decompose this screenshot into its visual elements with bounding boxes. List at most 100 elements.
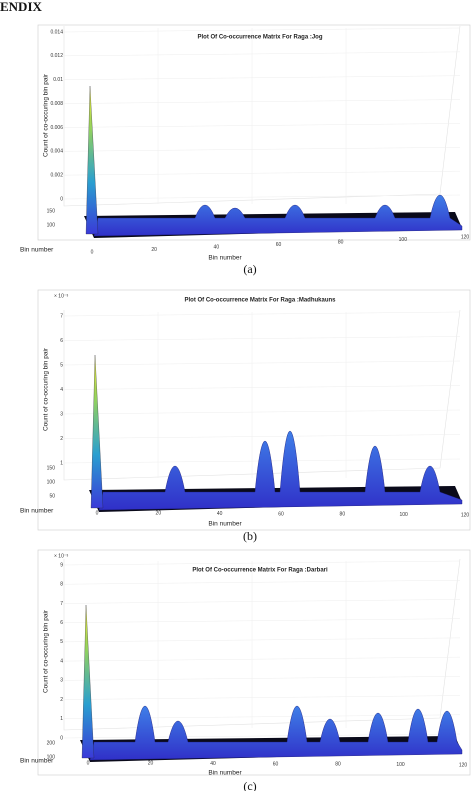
surface-spike [85,85,99,235]
x-tick-label: 80 [338,239,344,245]
plot-title: Plot Of Co-occurrence Matrix For Raga :M… [184,298,336,304]
grid-line [63,579,461,585]
y-tick-label: 0.01 [53,77,63,83]
grid-line [63,695,461,700]
y-tick-label: 2 [60,697,63,703]
depth-tick-label: 100 [47,222,56,228]
x-tick-label: 80 [340,512,346,518]
y-tick-label: 0.004 [50,149,63,155]
surface-ridge [98,430,463,511]
x-tick-label: 60 [276,242,282,248]
x-tick-label: 120 [461,234,470,240]
x-tick-label: 20 [151,247,157,253]
grid-line [63,733,461,739]
grid-line [63,599,461,604]
grid-line [63,311,461,317]
y-tick-label: 5 [60,639,63,645]
grid-line [63,714,461,720]
y-tick-label: 9 [60,562,63,568]
x-tick-label: 80 [335,762,341,768]
x-axis-label: Bin number [208,521,242,528]
plot-title: Plot Of Co-occurrence Matrix For Raga :D… [192,568,328,574]
grid-line [63,27,461,33]
x-tick-label: 60 [273,761,279,767]
figure-caption: (b) [243,529,257,543]
figure-caption: (a) [243,262,256,276]
y-tick-label: 2 [60,436,63,442]
y-tick-label: 3 [60,678,63,684]
y-tick-label: 7 [60,601,63,607]
y-tick-label: 8 [60,582,63,588]
grid-line [63,51,461,57]
x-tick-label: 0 [91,249,94,255]
grid-line [63,360,461,366]
y-tick-label: 0 [60,735,63,741]
y-tick-label: 7 [60,313,63,319]
y-tick-label: 0.014 [50,29,63,35]
grid-line [63,434,461,439]
grid-line [63,75,461,80]
depth-axis-label: Bin number [20,758,54,765]
grid-line [63,336,461,341]
depth-tick-label: 200 [47,740,56,746]
x-tick-label: 120 [459,762,468,768]
x-tick-label: 100 [399,512,408,518]
plot-frame [37,24,471,241]
x-tick-label: 100 [396,762,405,768]
grid-line [63,560,461,566]
y-tick-label: 0.008 [50,101,63,107]
x-axis-label: Bin number [208,255,242,262]
axis-exponent: × 10⁻³ [54,293,69,299]
depth-axis-label: Bin number [20,247,54,254]
surface-ridge [93,195,463,237]
grid-line [63,385,461,390]
grid-line [63,123,461,128]
grid-line [63,409,461,415]
grid-line [63,637,461,643]
axis-exponent: × 10⁻³ [54,553,69,559]
x-tick-label: 100 [399,237,408,243]
y-tick-label: 5 [60,362,63,368]
depth-tick-label: 50 [49,493,55,499]
depth-tick-label: 150 [47,208,56,214]
grid-line [63,618,461,623]
y-tick-label: 1 [60,716,63,722]
y-axis-label: Count of co-occuring bin pair [43,73,50,157]
surface-spike [81,604,95,759]
depth-tick-label: 150 [47,465,56,471]
y-tick-label: 6 [60,620,63,626]
y-tick-label: 4 [60,658,63,664]
depth-axis-label: Bin number [20,508,54,515]
x-tick-label: 20 [148,761,154,767]
grid-line [63,170,461,176]
x-tick-label: 40 [217,511,223,517]
y-axis-label: Count of co-occuring bin pair [43,609,50,693]
grid-line [63,676,461,681]
section-header: ENDIX [0,0,43,14]
y-tick-label: 1 [60,460,63,466]
x-tick-label: 20 [156,511,162,517]
y-axis-label: Count of co-occuring bin pair [43,347,50,431]
y-tick-label: 0 [60,196,63,202]
depth-tick-label: 100 [47,479,56,485]
y-tick-label: 0.012 [50,53,63,59]
y-tick-label: 6 [60,338,63,344]
x-axis-label: Bin number [208,770,242,777]
plot-title: Plot Of Co-occurrence Matrix For Raga :J… [197,35,322,41]
grid-line [63,194,461,200]
x-tick-label: 40 [210,761,216,767]
depth-tick-label: 100 [47,754,56,760]
x-tick-label: 120 [461,512,470,518]
grid-line [63,656,461,662]
surface-spike [90,354,104,509]
surface-ridge [89,706,463,761]
figure-caption: (c) [243,779,256,791]
x-tick-label: 0 [87,760,90,766]
x-tick-label: 0 [96,510,99,516]
grid-line [63,147,461,152]
y-tick-label: 0.002 [50,172,63,178]
x-tick-label: 60 [278,511,284,517]
y-tick-label: 4 [60,387,63,393]
